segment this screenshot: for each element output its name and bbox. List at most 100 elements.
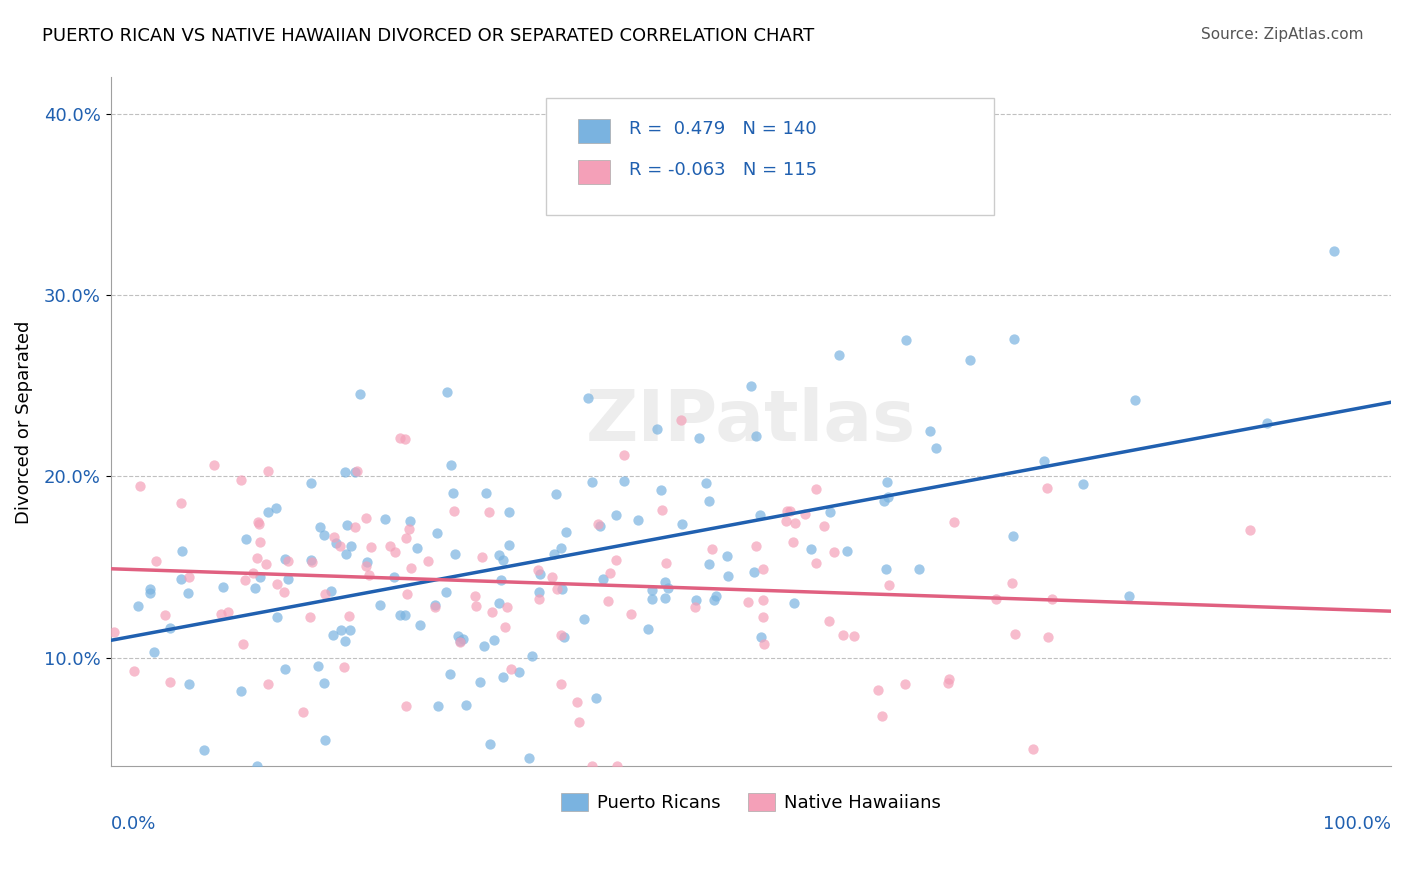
Point [211,580,233,594]
Point [572,612,595,626]
Point [703,592,725,607]
Point [339,624,361,638]
Point [1004,627,1026,641]
Point [498,505,520,519]
Point [752,562,775,576]
Point [418,553,440,567]
Point [894,333,917,347]
Point [312,675,335,690]
Point [299,609,322,624]
Point [637,623,659,637]
Text: R = -0.063   N = 115: R = -0.063 N = 115 [630,161,817,179]
Point [449,635,471,649]
Point [299,475,322,490]
Point [395,698,418,713]
Point [177,586,200,600]
Point [472,639,495,653]
Point [596,594,619,608]
Point [543,547,565,561]
Point [409,618,432,632]
Point [394,433,416,447]
Point [495,600,517,615]
Text: ZIPatlas: ZIPatlas [586,387,915,457]
FancyBboxPatch shape [578,119,610,143]
Point [873,494,896,508]
Point [1040,592,1063,607]
Point [699,493,721,508]
Point [685,600,707,615]
Point [179,570,201,584]
Point [357,568,380,582]
Point [1118,590,1140,604]
Point [785,516,807,530]
Point [257,505,280,519]
Point [1033,454,1056,468]
Point [159,621,181,635]
Point [740,379,762,393]
Point [481,605,503,619]
Point [399,560,422,574]
Point [752,610,775,624]
Point [782,596,804,610]
Point [550,582,572,596]
Point [804,556,827,570]
Point [264,501,287,516]
Point [606,759,628,773]
Point [699,557,721,571]
Point [588,517,610,532]
Point [202,458,225,472]
Point [1022,742,1045,756]
Point [374,511,396,525]
Point [831,628,853,642]
Point [354,558,377,573]
Point [323,530,346,544]
Point [657,582,679,596]
Point [423,598,446,612]
Point [330,623,353,637]
Point [231,684,253,698]
Point [242,566,264,580]
Point [482,632,505,647]
Point [426,525,449,540]
Point [517,751,540,765]
Point [627,513,650,527]
Point [879,578,901,592]
Point [640,583,662,598]
Point [835,544,858,558]
Point [464,599,486,613]
Point [823,545,845,559]
Point [685,593,707,607]
Point [245,551,267,566]
Point [794,507,817,521]
Point [307,658,329,673]
Point [491,573,513,587]
Point [405,541,427,555]
Point [356,555,378,569]
Point [337,609,360,624]
Point [520,649,543,664]
Point [508,665,530,680]
Point [232,637,254,651]
Point [346,464,368,478]
Point [782,535,804,549]
Point [876,475,898,489]
Point [177,676,200,690]
Point [752,592,775,607]
Point [704,589,727,603]
Point [217,605,239,619]
Point [335,547,357,561]
Point [233,573,256,587]
Point [494,620,516,634]
Point [959,352,981,367]
Point [291,705,314,719]
Point [1323,244,1346,259]
Point [436,385,458,400]
Point [1073,476,1095,491]
Point [129,479,152,493]
Point [828,348,851,362]
Point [529,584,551,599]
Point [640,591,662,606]
Point [301,555,323,569]
Point [308,520,330,534]
Point [423,599,446,614]
